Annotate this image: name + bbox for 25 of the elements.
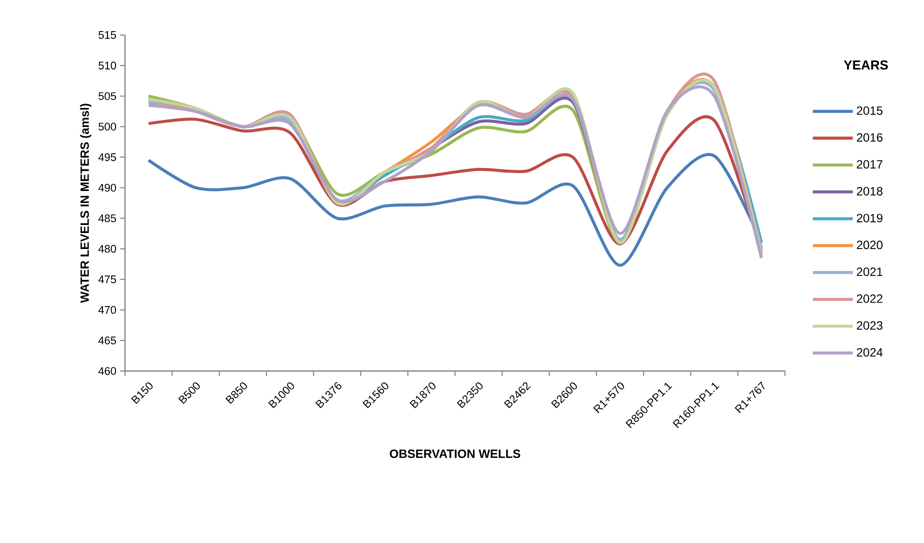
y-tick-label: 475 bbox=[98, 276, 116, 284]
y-tick-label: 500 bbox=[98, 122, 116, 131]
y-tick-label: 470 bbox=[98, 306, 116, 314]
y-tick-label: 490 bbox=[98, 184, 116, 192]
legend-label: 2021 bbox=[856, 268, 882, 276]
y-tick-label: 515 bbox=[98, 31, 116, 39]
legend-label: 2018 bbox=[856, 186, 882, 196]
y-tick-label: 510 bbox=[98, 62, 116, 70]
legend-label: 2019 bbox=[856, 214, 882, 222]
legend-label: 2017 bbox=[856, 160, 882, 169]
legend-title: YEARS bbox=[844, 60, 888, 70]
y-tick-label: 495 bbox=[98, 153, 116, 162]
x-axis-title: OBSERVATION WELLS bbox=[390, 450, 520, 458]
legend-label: 2020 bbox=[856, 240, 882, 250]
y-axis-title: WATER LEVELS IN METERS (amsl) bbox=[80, 104, 92, 303]
y-tick-label: 465 bbox=[98, 336, 116, 344]
legend-label: 2016 bbox=[856, 133, 882, 142]
legend-label: 2022 bbox=[856, 294, 882, 303]
y-tick-label: 460 bbox=[98, 367, 116, 375]
y-tick-label: 485 bbox=[98, 214, 116, 222]
y-tick-label: 480 bbox=[98, 244, 116, 253]
legend-label: 2015 bbox=[856, 106, 882, 115]
y-tick-label: 505 bbox=[98, 92, 116, 100]
legend-label: 2023 bbox=[856, 321, 882, 330]
legend-label: 2024 bbox=[856, 348, 883, 357]
